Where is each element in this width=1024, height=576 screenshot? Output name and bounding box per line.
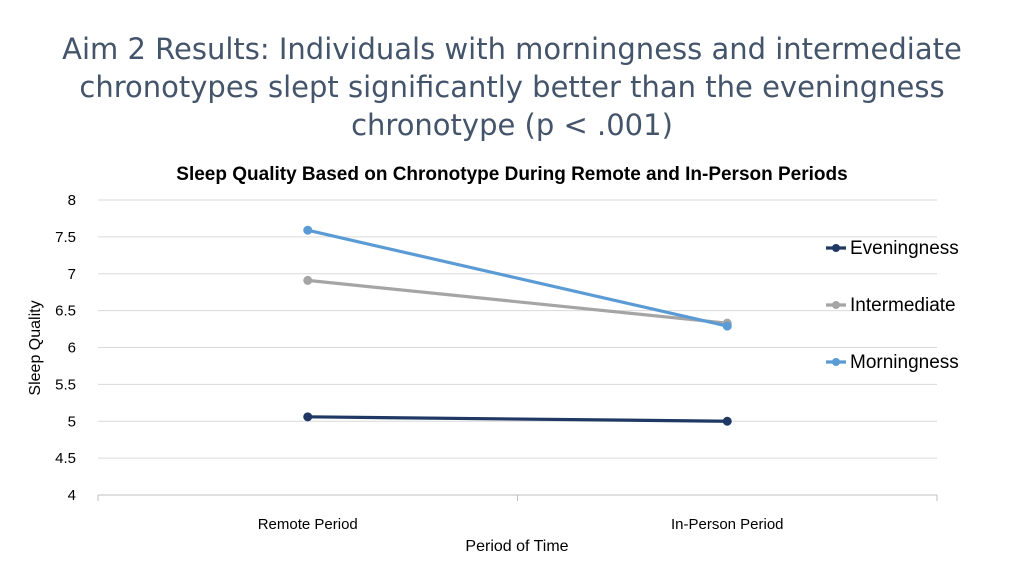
y-tick-label: 5 <box>68 413 76 430</box>
y-tick-label: 4 <box>68 487 76 504</box>
legend-marker-intermediate <box>832 301 840 309</box>
y-tick-label: 7 <box>68 266 76 283</box>
slide-title: Aim 2 Results: Individuals with morningn… <box>62 32 962 142</box>
series-line-intermediate <box>306 278 729 325</box>
x-tick-label: In-Person Period <box>671 516 784 533</box>
legend: Eveningness Intermediate Morningness <box>826 238 959 373</box>
x-axis: Remote Period In-Person Period <box>97 495 938 533</box>
data-point-morningness <box>303 225 313 235</box>
y-tick-label: 6.5 <box>55 303 76 320</box>
series-line-morningness <box>306 228 729 328</box>
gridlines <box>98 199 937 496</box>
x-axis-title: Period of Time <box>465 538 568 555</box>
legend-label-intermediate: Intermediate <box>850 295 956 316</box>
series-line-eveningness <box>306 415 729 423</box>
data-point-intermediate <box>303 275 313 285</box>
legend-label-eveningness: Eveningness <box>850 238 959 259</box>
legend-marker-morningness <box>832 358 840 366</box>
data-point-morningness <box>722 321 732 331</box>
y-axis: 4 4.5 5 5.5 6 6.5 7 7.5 8 <box>55 192 76 504</box>
y-tick-label: 5.5 <box>55 376 76 393</box>
data-point-eveningness <box>303 412 313 422</box>
y-tick-label: 8 <box>68 192 76 209</box>
y-tick-label: 6 <box>68 340 76 357</box>
x-tick-label: Remote Period <box>258 516 358 533</box>
series-lines <box>303 225 732 426</box>
data-point-eveningness <box>722 416 732 426</box>
y-axis-title: Sleep Quality <box>27 300 44 395</box>
legend-label-morningness: Morningness <box>850 352 959 373</box>
legend-marker-eveningness <box>832 244 840 252</box>
y-tick-label: 4.5 <box>55 450 76 467</box>
y-tick-label: 7.5 <box>55 229 76 246</box>
chart-title: Sleep Quality Based on Chronotype During… <box>176 164 847 185</box>
